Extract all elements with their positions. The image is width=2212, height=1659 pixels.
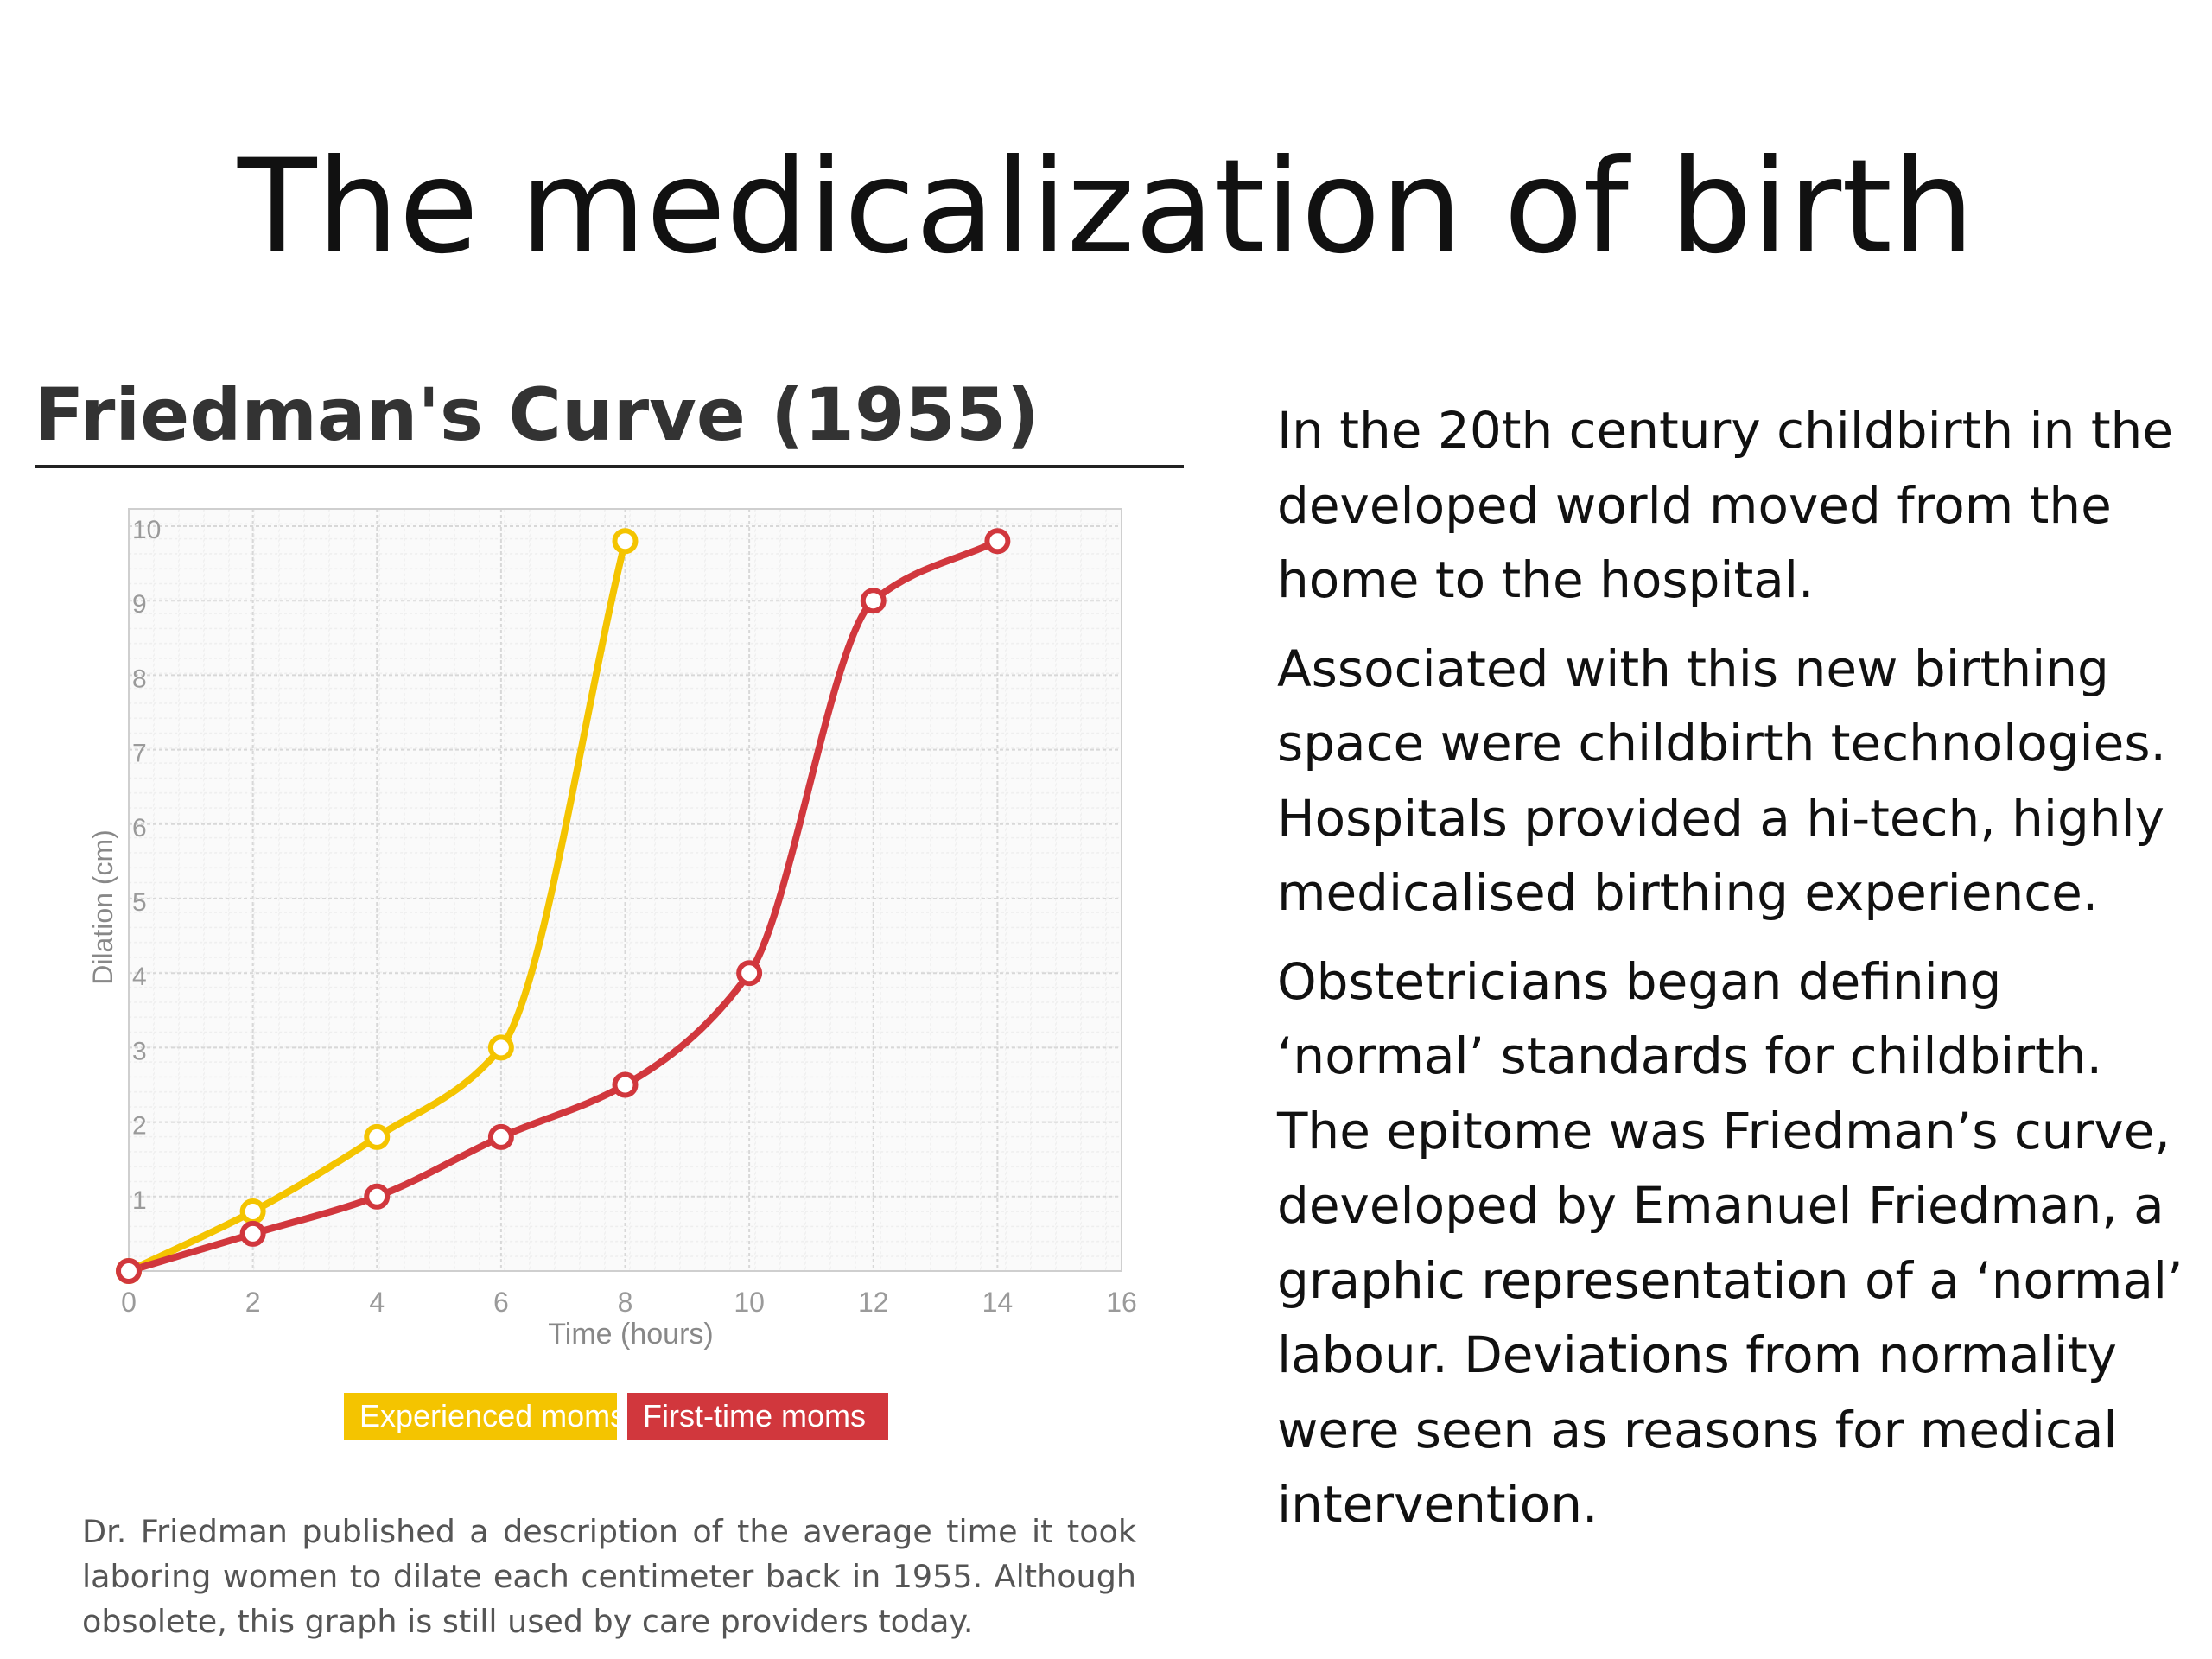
data-point-first-time-moms	[736, 960, 763, 987]
paragraph-normal-standards: Obstetricians began defining ‘normal’ st…	[1277, 951, 2183, 1535]
x-tick-label: 14	[982, 1287, 1014, 1318]
x-tick-label: 0	[121, 1287, 137, 1318]
data-point-first-time-moms	[487, 1123, 514, 1150]
y-tick-label: 7	[132, 740, 147, 768]
data-point-experienced-moms	[364, 1123, 391, 1150]
data-point-first-time-moms	[984, 528, 1011, 555]
y-tick-label: 3	[132, 1037, 147, 1065]
data-point-first-time-moms	[116, 1258, 142, 1284]
y-tick-label: 2	[132, 1112, 147, 1141]
chart-heading: Friedman's Curve (1955)	[35, 372, 1039, 457]
legend-item-experienced-moms: Experienced moms	[344, 1393, 626, 1440]
y-axis-label: Dilation (cm)	[87, 830, 118, 985]
chart-legend: Experienced moms First-time moms	[344, 1393, 888, 1440]
x-tick-label: 4	[369, 1287, 385, 1318]
x-tick-label: 8	[618, 1287, 633, 1318]
data-point-experienced-moms	[612, 528, 639, 555]
heading-underline	[35, 465, 1184, 468]
x-tick-label: 10	[734, 1287, 765, 1318]
slide-body-text: In the 20th century childbirth in the de…	[1277, 393, 2202, 1556]
y-tick-label: 5	[132, 888, 147, 917]
x-tick-label: 6	[493, 1287, 509, 1318]
data-point-experienced-moms	[239, 1198, 266, 1225]
y-tick-label: 1	[132, 1186, 147, 1215]
data-point-first-time-moms	[239, 1220, 266, 1247]
series-points	[116, 528, 1011, 1284]
data-point-first-time-moms	[860, 588, 887, 614]
y-tick-label: 9	[132, 590, 147, 619]
plot-border	[128, 508, 1122, 1272]
y-tick-label: 8	[132, 664, 147, 693]
data-point-experienced-moms	[487, 1034, 514, 1061]
legend-item-first-time-moms: First-time moms	[627, 1393, 888, 1440]
series-line-experienced-moms	[125, 537, 629, 1274]
grid-lines	[128, 508, 1122, 1272]
y-tick-label: 4	[132, 963, 147, 991]
x-axis-label: Time (hours)	[548, 1318, 713, 1351]
data-point-first-time-moms	[612, 1071, 639, 1098]
x-tick-label: 16	[1106, 1287, 1137, 1318]
y-tick-label: 10	[132, 516, 161, 544]
paragraph-home-to-hospital: In the 20th century childbirth in the de…	[1277, 401, 2174, 609]
y-tick-label: 6	[132, 814, 147, 842]
paragraph-birthing-technologies: Associated with this new birthing space …	[1277, 639, 2166, 923]
chart-caption: Dr. Friedman published a description of …	[82, 1513, 1136, 1640]
slide-title: The medicalization of birth	[237, 132, 1975, 283]
x-tick-label: 2	[245, 1287, 261, 1318]
x-tick-label: 12	[858, 1287, 889, 1318]
data-point-first-time-moms	[364, 1183, 391, 1210]
